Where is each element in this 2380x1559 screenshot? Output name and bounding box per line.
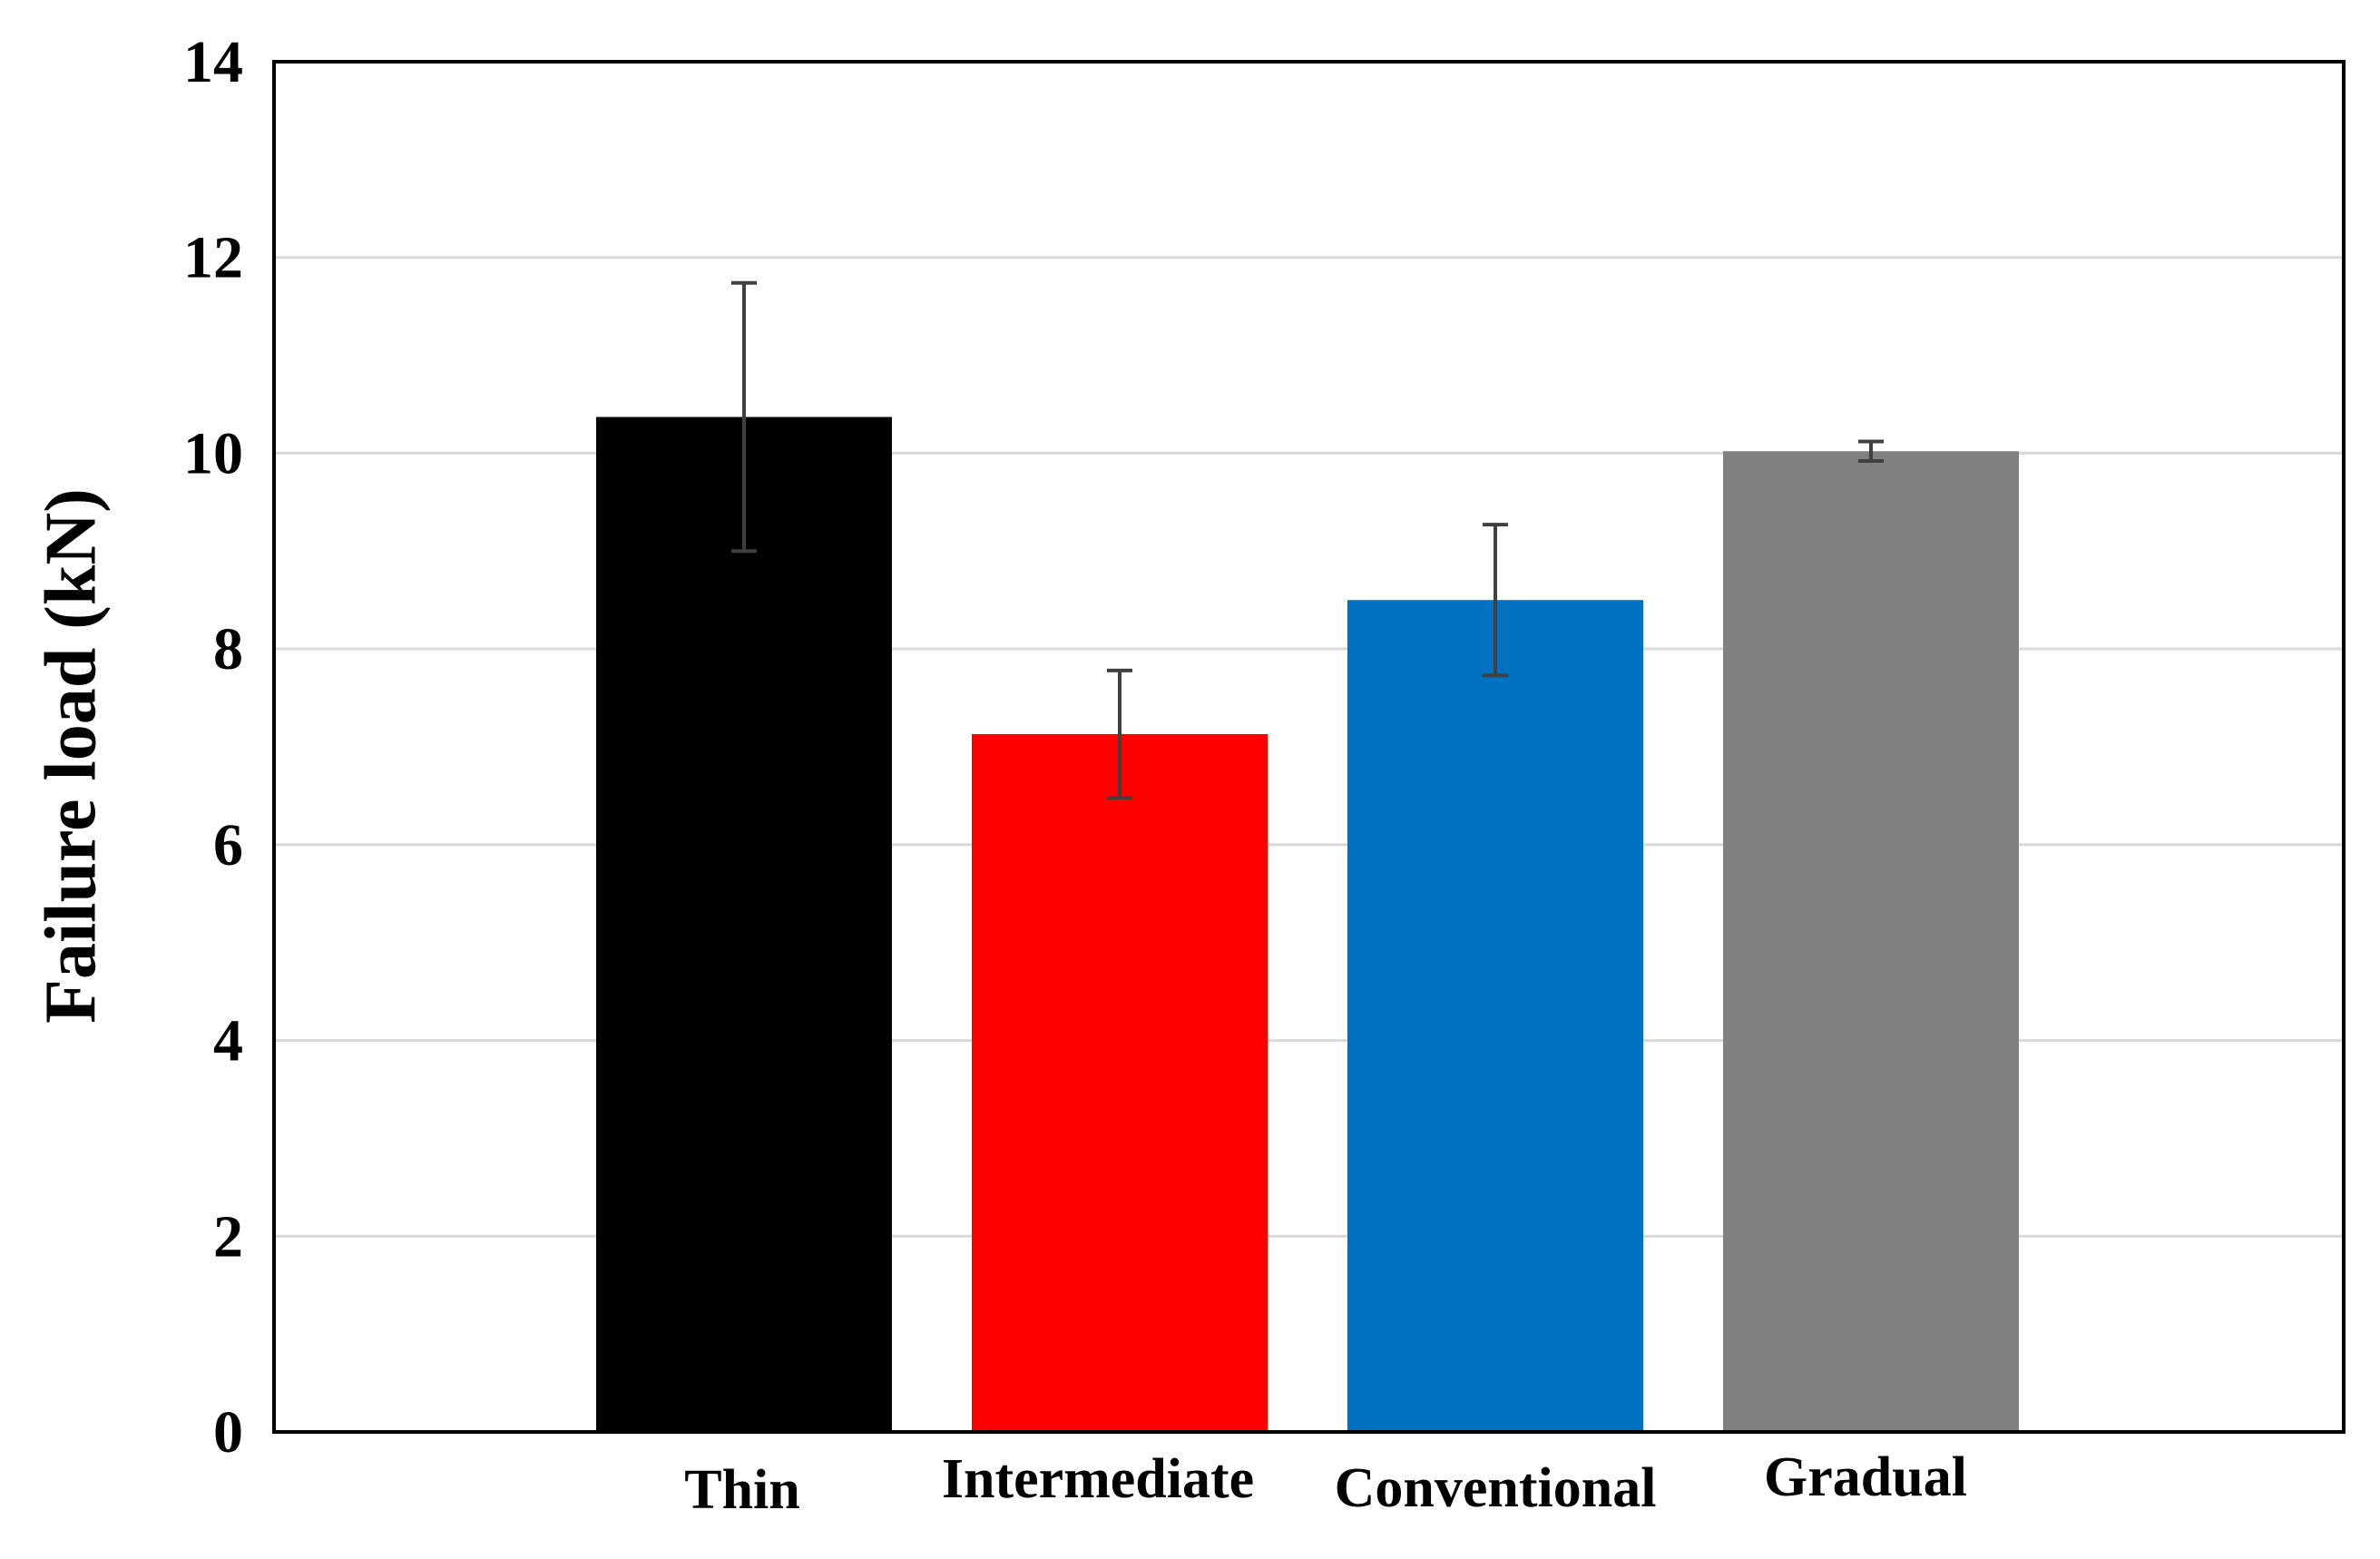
error-bar-intermediate [1107,668,1132,800]
category-label-conventional: Conventional [1335,1457,1657,1519]
bar-intermediate [972,733,1268,1432]
y-tick-label: 6 [213,812,243,878]
error-bar-gradual [1858,439,1884,464]
error-bar-conventional [1483,523,1508,678]
bar-conventional [1347,600,1643,1432]
bar-gradual [1723,451,2019,1432]
gridlines [274,256,2344,1238]
y-tick-label: 8 [213,616,243,682]
category-label-gradual: Gradual [1764,1446,1967,1508]
plot-frame [272,60,2346,1434]
y-tick-label: 0 [213,1399,243,1466]
y-tick-label: 2 [213,1203,243,1270]
error-bar-thin [731,280,757,554]
y-tick-label: 4 [213,1008,243,1074]
y-tick-label: 14 [183,29,243,95]
error-bars [731,280,1884,800]
y-tick-label: 10 [183,420,243,486]
y-tick-labels: 0 2 4 6 8 10 12 14 [183,29,243,1466]
bar-thin [596,417,892,1432]
y-tick-label: 12 [183,225,243,291]
category-label-intermediate: Intermediate [942,1448,1254,1510]
x-tick-labels: Thin Intermediate Conventional Gradual [684,1446,1967,1521]
category-label-thin: Thin [684,1459,800,1521]
bars [596,417,2019,1432]
y-axis-title: Failure load (kN) [31,488,111,1024]
